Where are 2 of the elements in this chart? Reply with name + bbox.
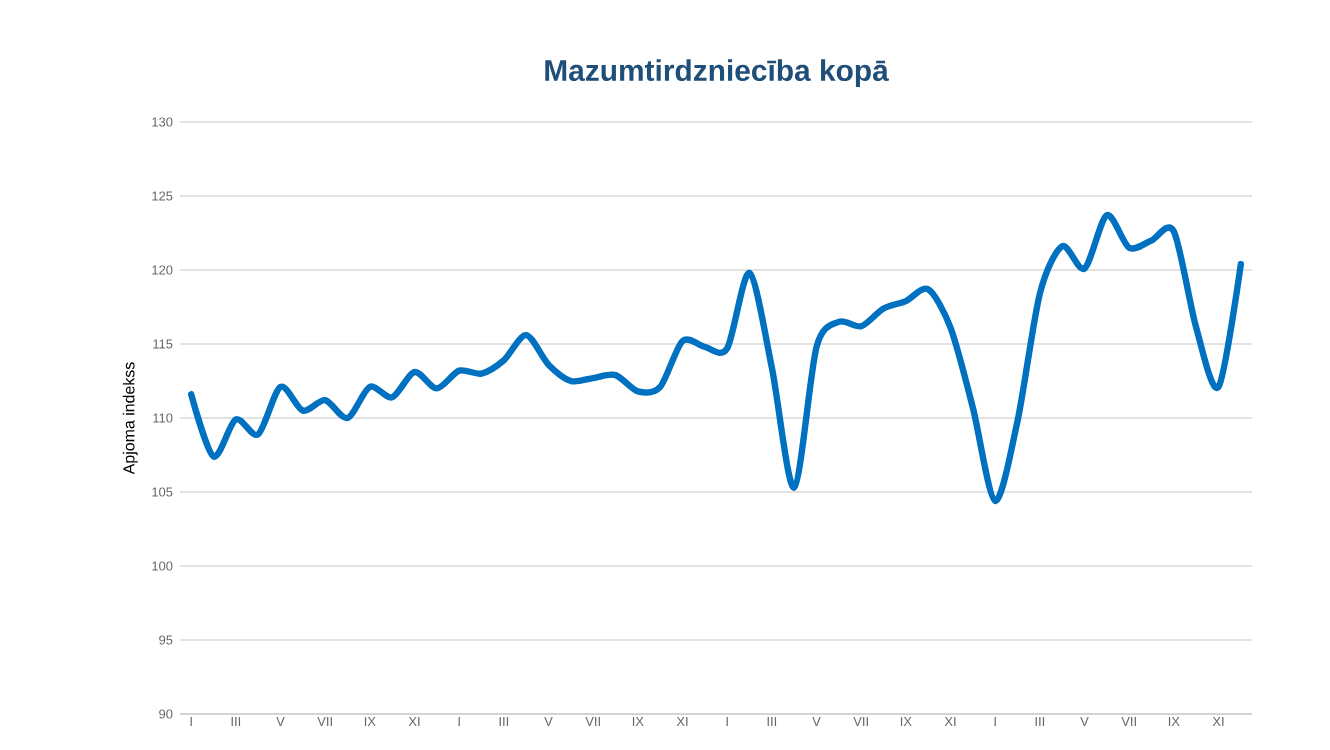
line-series <box>187 212 1245 505</box>
chart-title: Mazumtirdzniecība kopā <box>545 59 889 87</box>
